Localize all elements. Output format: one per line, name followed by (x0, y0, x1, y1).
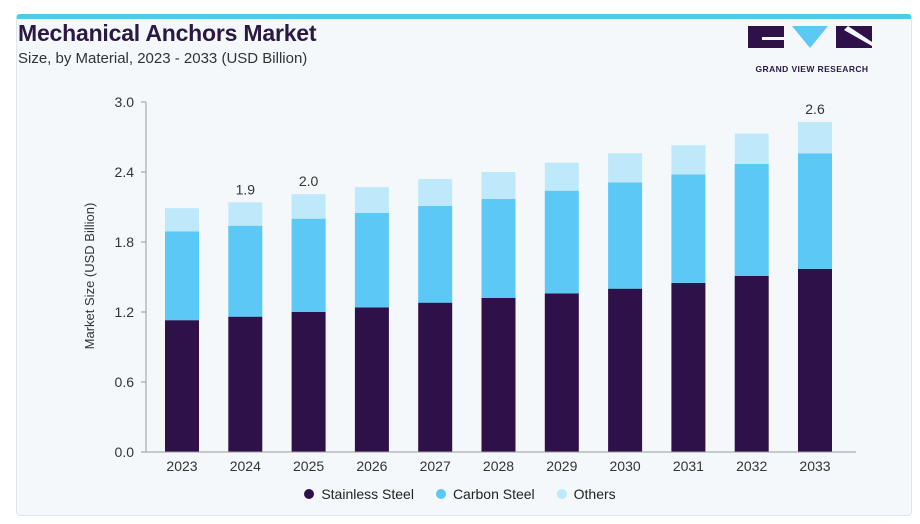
legend-label: Stainless Steel (321, 486, 414, 502)
bar-others-2024 (228, 202, 263, 226)
bar-carbon-steel-2023 (165, 231, 199, 321)
x-tick-label: 2031 (673, 458, 704, 474)
data-labels: 1.9 2.0 2.6 (236, 101, 825, 197)
bar-others-2028 (481, 172, 516, 199)
bar-carbon-steel-2028 (481, 198, 516, 298)
x-tick-label: 2026 (356, 458, 387, 474)
bar-others-2029 (544, 162, 579, 191)
bar-carbon-steel-2033 (798, 153, 832, 269)
chart-legend: Stainless Steel Carbon Steel Others (0, 486, 920, 502)
bar-carbon-steel-2032 (734, 163, 769, 276)
y-tick-label: 3.0 (115, 94, 135, 110)
y-tick-label: 0.6 (115, 374, 135, 390)
bar-carbon-steel-2026 (354, 212, 389, 308)
bar-others-2025 (291, 194, 326, 219)
x-tick-label: 2033 (799, 458, 830, 474)
y-tick-label: 0.0 (115, 444, 135, 460)
x-tick-label: 2032 (736, 458, 767, 474)
legend-label: Others (573, 486, 616, 502)
bar-carbon-steel-2029 (544, 190, 579, 294)
chart-title: Mechanical Anchors Market (18, 20, 317, 46)
bar-others-2033 (798, 121, 832, 154)
bar-stainless-steel-2029 (544, 293, 579, 452)
x-tick-label: 2029 (546, 458, 577, 474)
legend-swatch (304, 489, 315, 499)
legend-item-others: Others (556, 486, 616, 502)
x-tick-label: 2025 (293, 458, 324, 474)
brand-logo-icon (748, 26, 872, 48)
bar-stainless-steel-2027 (418, 302, 453, 452)
bar-carbon-steel-2025 (291, 218, 326, 312)
bar-stainless-steel-2032 (734, 275, 769, 452)
data-label-2025: 2.0 (299, 173, 319, 189)
bar-others-2026 (354, 187, 389, 213)
x-axis: 2023 2024 2025 2026 2027 2028 2029 2030 2031 2032… (146, 451, 856, 474)
bar-carbon-steel-2024 (228, 225, 263, 317)
bar-carbon-steel-2030 (608, 182, 643, 289)
x-tick-label: 2023 (166, 458, 197, 474)
bar-others-2030 (608, 153, 643, 183)
legend-swatch (556, 489, 567, 499)
legend-label: Carbon Steel (452, 486, 535, 502)
data-label-2024: 1.9 (236, 181, 256, 197)
legend-item-stainless-steel: Stainless Steel (304, 486, 414, 502)
x-tick-label: 2024 (230, 458, 261, 474)
bars-group (165, 121, 832, 452)
bar-others-2027 (418, 179, 453, 206)
bar-stainless-steel-2033 (798, 268, 832, 452)
bar-carbon-steel-2027 (418, 205, 453, 303)
y-tick-label: 2.4 (115, 164, 135, 180)
y-axis-label: Market Size (USD Billion) (82, 203, 97, 350)
brand-name: GRAND VIEW RESEARCH (755, 64, 869, 74)
brand-logo: GRAND VIEW RESEARCH (748, 20, 876, 74)
bar-carbon-steel-2031 (671, 174, 706, 283)
legend-swatch (435, 489, 446, 499)
bar-stainless-steel-2023 (165, 320, 199, 452)
bar-stainless-steel-2031 (671, 282, 706, 452)
bar-stainless-steel-2026 (354, 307, 389, 452)
bar-stainless-steel-2030 (608, 288, 643, 452)
x-tick-label: 2028 (483, 458, 514, 474)
y-axis: 0.0 0.6 1.2 1.8 2.4 3.0 (115, 94, 147, 460)
y-tick-label: 1.2 (115, 304, 135, 320)
bar-others-2023 (165, 208, 199, 232)
bar-others-2032 (734, 133, 769, 164)
y-tick-label: 1.8 (115, 234, 135, 250)
bar-stainless-steel-2028 (481, 298, 516, 452)
legend-item-carbon-steel: Carbon Steel (435, 486, 535, 502)
chart-subtitle: Size, by Material, 2023 - 2033 (USD Bill… (18, 50, 308, 67)
bar-stainless-steel-2024 (228, 316, 263, 452)
bar-stainless-steel-2025 (291, 312, 326, 452)
data-label-2033: 2.6 (805, 101, 825, 117)
bar-others-2031 (671, 145, 706, 175)
x-tick-label: 2030 (610, 458, 641, 474)
x-tick-label: 2027 (420, 458, 451, 474)
